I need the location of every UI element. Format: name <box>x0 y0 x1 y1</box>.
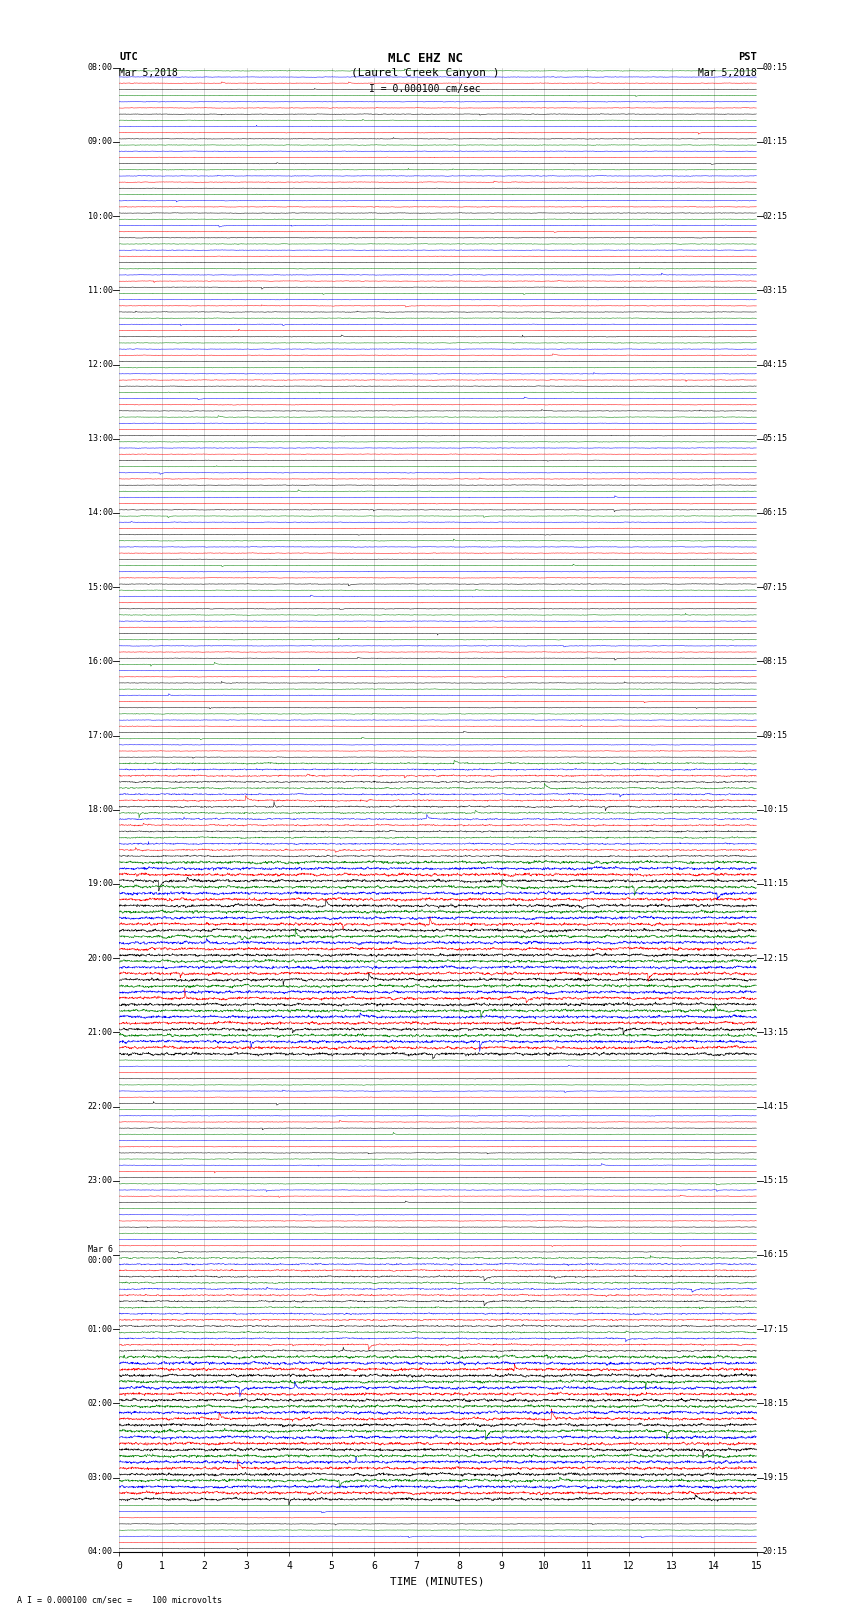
Text: 05:15: 05:15 <box>763 434 788 444</box>
Text: 13:15: 13:15 <box>763 1027 788 1037</box>
Text: 14:15: 14:15 <box>763 1102 788 1111</box>
Text: I = 0.000100 cm/sec: I = 0.000100 cm/sec <box>369 84 481 94</box>
Text: 03:15: 03:15 <box>763 286 788 295</box>
Text: 20:00: 20:00 <box>88 953 112 963</box>
Text: 02:15: 02:15 <box>763 211 788 221</box>
Text: 09:00: 09:00 <box>88 137 112 147</box>
Text: Mar 5,2018: Mar 5,2018 <box>698 68 756 77</box>
Text: 01:00: 01:00 <box>88 1324 112 1334</box>
Text: 01:15: 01:15 <box>763 137 788 147</box>
Text: 07:15: 07:15 <box>763 582 788 592</box>
Text: 04:15: 04:15 <box>763 360 788 369</box>
Text: UTC: UTC <box>119 52 138 61</box>
Text: 15:00: 15:00 <box>88 582 112 592</box>
Text: 12:00: 12:00 <box>88 360 112 369</box>
Text: 14:00: 14:00 <box>88 508 112 518</box>
Text: 04:00: 04:00 <box>88 1547 112 1557</box>
Text: A I = 0.000100 cm/sec =    100 microvolts: A I = 0.000100 cm/sec = 100 microvolts <box>17 1595 222 1605</box>
Text: 23:00: 23:00 <box>88 1176 112 1186</box>
Text: 17:15: 17:15 <box>763 1324 788 1334</box>
Text: 02:00: 02:00 <box>88 1398 112 1408</box>
Text: 15:15: 15:15 <box>763 1176 788 1186</box>
Text: 18:00: 18:00 <box>88 805 112 815</box>
Text: 19:00: 19:00 <box>88 879 112 889</box>
Text: 19:15: 19:15 <box>763 1473 788 1482</box>
Text: 10:00: 10:00 <box>88 211 112 221</box>
Text: (Laurel Creek Canyon ): (Laurel Creek Canyon ) <box>351 68 499 77</box>
Text: 03:00: 03:00 <box>88 1473 112 1482</box>
Text: MLC EHZ NC: MLC EHZ NC <box>388 52 462 65</box>
Text: 08:00: 08:00 <box>88 63 112 73</box>
Text: 16:15: 16:15 <box>763 1250 788 1260</box>
Text: 12:15: 12:15 <box>763 953 788 963</box>
Text: 16:00: 16:00 <box>88 656 112 666</box>
Text: 10:15: 10:15 <box>763 805 788 815</box>
X-axis label: TIME (MINUTES): TIME (MINUTES) <box>390 1576 485 1586</box>
Text: 06:15: 06:15 <box>763 508 788 518</box>
Text: Mar 6
00:00: Mar 6 00:00 <box>88 1245 112 1265</box>
Text: 09:15: 09:15 <box>763 731 788 740</box>
Text: 17:00: 17:00 <box>88 731 112 740</box>
Text: 11:00: 11:00 <box>88 286 112 295</box>
Text: 20:15: 20:15 <box>763 1547 788 1557</box>
Text: 00:15: 00:15 <box>763 63 788 73</box>
Text: 21:00: 21:00 <box>88 1027 112 1037</box>
Text: 11:15: 11:15 <box>763 879 788 889</box>
Text: Mar 5,2018: Mar 5,2018 <box>119 68 178 77</box>
Text: 08:15: 08:15 <box>763 656 788 666</box>
Text: PST: PST <box>738 52 756 61</box>
Text: 13:00: 13:00 <box>88 434 112 444</box>
Text: 18:15: 18:15 <box>763 1398 788 1408</box>
Text: 22:00: 22:00 <box>88 1102 112 1111</box>
